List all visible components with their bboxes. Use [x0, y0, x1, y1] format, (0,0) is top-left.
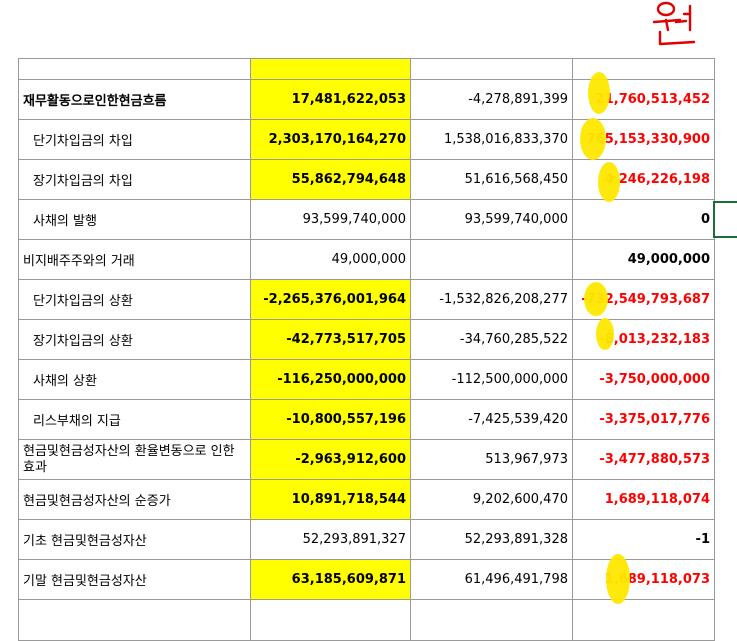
value-cell[interactable]: -4,278,891,399 [410, 79, 573, 120]
highlighter-mark [598, 162, 620, 202]
table-row: 단기차입금의 상환 -2,265,376,001,964 -1,532,826,… [18, 279, 715, 320]
diff-cell[interactable]: 4,246,226,198 [572, 159, 715, 200]
row-label[interactable]: 현금및현금성자산의 환율변동으로 인한 효과 [18, 439, 251, 480]
table-cell[interactable] [410, 58, 573, 80]
highlighter-mark [580, 118, 606, 160]
row-label[interactable]: 기초 현금및현금성자산 [18, 519, 251, 560]
diff-cell[interactable]: -3,375,017,776 [572, 399, 715, 440]
table-cell[interactable] [250, 599, 411, 641]
table-row: 재무활동으로인한현금흐름 17,481,622,053 -4,278,891,3… [18, 79, 715, 120]
value-cell[interactable]: -34,760,285,522 [410, 319, 573, 360]
diff-cell[interactable]: -3,750,000,000 [572, 359, 715, 400]
value-cell[interactable]: -2,265,376,001,964 [250, 279, 411, 320]
value-cell[interactable]: 52,293,891,327 [250, 519, 411, 560]
table-row [18, 58, 715, 80]
handwritten-annotation: 원 [652, 1, 696, 46]
table-row: 기초 현금및현금성자산 52,293,891,327 52,293,891,32… [18, 519, 715, 560]
table-row: 사채의 발행 93,599,740,000 93,599,740,000 0 [18, 199, 715, 240]
value-cell[interactable]: -10,800,557,196 [250, 399, 411, 440]
value-cell[interactable]: 49,000,000 [250, 239, 411, 280]
value-cell[interactable]: 9,202,600,470 [410, 479, 573, 520]
value-cell[interactable]: 52,293,891,328 [410, 519, 573, 560]
table-row: 기말 현금및현금성자산 63,185,609,871 61,496,491,79… [18, 559, 715, 600]
value-cell[interactable]: 1,538,016,833,370 [410, 119, 573, 160]
value-cell[interactable]: 17,481,622,053 [250, 79, 411, 120]
row-label[interactable]: 비지배주주와의 거래 [18, 239, 251, 280]
diff-cell[interactable]: 49,000,000 [572, 239, 715, 280]
row-label[interactable]: 리스부채의 지급 [18, 399, 251, 440]
value-cell[interactable]: 93,599,740,000 [410, 199, 573, 240]
value-cell[interactable] [410, 239, 573, 280]
table-row: 리스부채의 지급 -10,800,557,196 -7,425,539,420 … [18, 399, 715, 440]
highlighter-mark [588, 72, 610, 114]
table-cell[interactable] [18, 58, 251, 80]
row-label[interactable]: 사채의 상환 [18, 359, 251, 400]
table-row: 현금및현금성자산의 순증가 10,891,718,544 9,202,600,4… [18, 479, 715, 520]
row-label[interactable]: 기말 현금및현금성자산 [18, 559, 251, 600]
value-cell[interactable]: -112,500,000,000 [410, 359, 573, 400]
table-row: 단기차입금의 차입 2,303,170,164,270 1,538,016,83… [18, 119, 715, 160]
row-label[interactable]: 장기차입금의 차입 [18, 159, 251, 200]
row-label[interactable]: 재무활동으로인한현금흐름 [18, 79, 251, 120]
diff-cell[interactable]: 1,689,118,074 [572, 479, 715, 520]
row-label[interactable]: 현금및현금성자산의 순증가 [18, 479, 251, 520]
value-cell[interactable]: 2,303,170,164,270 [250, 119, 411, 160]
cash-flow-table: 재무활동으로인한현금흐름 17,481,622,053 -4,278,891,3… [18, 58, 715, 641]
value-cell[interactable]: -116,250,000,000 [250, 359, 411, 400]
table-row [18, 599, 715, 641]
table-row: 비지배주주와의 거래 49,000,000 49,000,000 [18, 239, 715, 280]
highlighter-mark [584, 282, 608, 316]
diff-cell[interactable]: 1,689,118,073 [572, 559, 715, 600]
table-cell[interactable] [250, 58, 411, 80]
table-row: 현금및현금성자산의 환율변동으로 인한 효과 -2,963,912,600 51… [18, 439, 715, 480]
value-cell[interactable]: -7,425,539,420 [410, 399, 573, 440]
row-label[interactable]: 사채의 발행 [18, 199, 251, 240]
table-cell[interactable] [572, 599, 715, 641]
value-cell[interactable]: 513,967,973 [410, 439, 573, 480]
value-cell[interactable]: -1,532,826,208,277 [410, 279, 573, 320]
table-cell[interactable] [18, 599, 251, 641]
value-cell[interactable]: 61,496,491,798 [410, 559, 573, 600]
diff-cell[interactable]: -1 [572, 519, 715, 560]
row-label[interactable]: 단기차입금의 차입 [18, 119, 251, 160]
table-row: 장기차입금의 상환 -42,773,517,705 -34,760,285,52… [18, 319, 715, 360]
value-cell[interactable]: 10,891,718,544 [250, 479, 411, 520]
value-cell[interactable]: -42,773,517,705 [250, 319, 411, 360]
highlighter-mark [606, 554, 630, 604]
row-label[interactable]: 장기차입금의 상환 [18, 319, 251, 360]
table-cell[interactable] [410, 599, 573, 641]
diff-cell[interactable]: 0 [572, 199, 715, 240]
highlighter-mark [596, 318, 614, 350]
table-row: 사채의 상환 -116,250,000,000 -112,500,000,000… [18, 359, 715, 400]
row-label[interactable]: 단기차입금의 상환 [18, 279, 251, 320]
value-cell[interactable]: -2,963,912,600 [250, 439, 411, 480]
table-row: 장기차입금의 차입 55,862,794,648 51,616,568,450 … [18, 159, 715, 200]
selected-cell-outline[interactable] [713, 201, 737, 238]
value-cell[interactable]: 51,616,568,450 [410, 159, 573, 200]
value-cell[interactable]: 55,862,794,648 [250, 159, 411, 200]
diff-cell[interactable]: -3,477,880,573 [572, 439, 715, 480]
value-cell[interactable]: 93,599,740,000 [250, 199, 411, 240]
diff-cell[interactable]: -8,013,232,183 [572, 319, 715, 360]
value-cell[interactable]: 63,185,609,871 [250, 559, 411, 600]
